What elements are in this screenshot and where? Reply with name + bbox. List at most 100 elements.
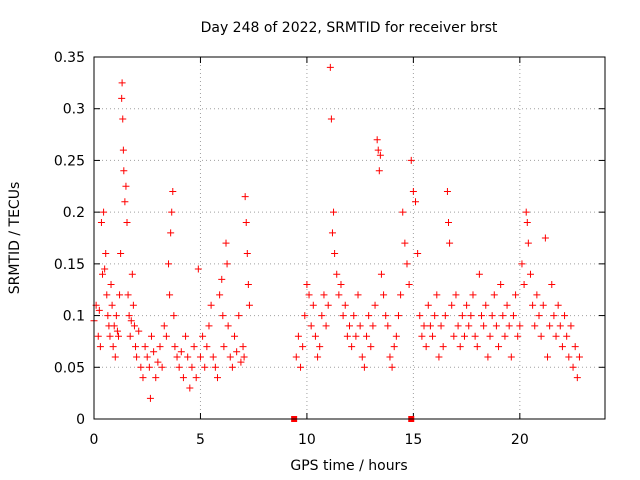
data-point bbox=[218, 275, 226, 283]
data-point bbox=[95, 306, 103, 314]
x-tick-label: 10 bbox=[298, 432, 316, 448]
data-point bbox=[166, 291, 174, 299]
data-point bbox=[192, 374, 200, 382]
data-point bbox=[471, 332, 479, 340]
y-tick-label: 0.3 bbox=[63, 102, 85, 118]
data-point bbox=[520, 281, 528, 289]
data-point bbox=[179, 374, 187, 382]
data-point bbox=[244, 281, 252, 289]
data-point bbox=[405, 281, 413, 289]
data-point bbox=[240, 353, 248, 361]
data-point bbox=[243, 250, 251, 258]
data-point bbox=[96, 343, 104, 351]
data-point bbox=[354, 291, 362, 299]
data-point bbox=[162, 332, 170, 340]
data-point bbox=[388, 363, 396, 371]
data-point bbox=[331, 250, 339, 258]
data-point bbox=[116, 291, 124, 299]
data-point bbox=[186, 384, 194, 392]
data-point bbox=[358, 353, 366, 361]
data-point bbox=[352, 332, 360, 340]
data-point bbox=[516, 322, 524, 330]
data-point bbox=[373, 136, 381, 144]
data-point bbox=[346, 322, 353, 330]
data-point bbox=[119, 146, 127, 154]
data-point bbox=[175, 363, 183, 371]
data-point bbox=[475, 270, 483, 278]
points-layer bbox=[90, 63, 583, 422]
data-point bbox=[390, 343, 398, 351]
data-point bbox=[360, 363, 368, 371]
data-point bbox=[365, 312, 373, 320]
data-point bbox=[113, 327, 121, 335]
data-point bbox=[222, 239, 230, 247]
data-point bbox=[435, 353, 443, 361]
data-point bbox=[130, 322, 138, 330]
data-point bbox=[141, 343, 149, 351]
x-tick-label: 20 bbox=[511, 432, 529, 448]
data-point bbox=[235, 312, 243, 320]
data-point bbox=[108, 301, 116, 309]
data-point bbox=[484, 353, 492, 361]
data-point bbox=[177, 348, 185, 356]
data-point bbox=[575, 353, 583, 361]
data-point bbox=[233, 348, 241, 356]
data-point bbox=[143, 353, 151, 361]
data-point bbox=[456, 343, 464, 351]
data-point bbox=[97, 218, 105, 226]
data-point bbox=[242, 218, 250, 226]
data-point bbox=[203, 343, 211, 351]
data-point bbox=[480, 322, 488, 330]
data-point bbox=[118, 79, 126, 87]
data-point bbox=[348, 343, 356, 351]
data-point bbox=[311, 332, 319, 340]
data-point bbox=[112, 312, 120, 320]
data-point bbox=[170, 312, 178, 320]
data-point bbox=[339, 312, 347, 320]
data-point bbox=[384, 322, 392, 330]
data-point bbox=[228, 363, 236, 371]
data-point bbox=[469, 291, 477, 299]
data-point bbox=[445, 218, 453, 226]
data-point bbox=[539, 301, 547, 309]
data-point bbox=[403, 260, 411, 268]
tick-layer: 0 0.05 0.1 0.15 0.2 0.25 0.3 0.35 0 5 10 15 20 bbox=[54, 50, 605, 448]
data-point bbox=[392, 332, 400, 340]
data-point bbox=[375, 167, 383, 175]
data-point bbox=[327, 115, 335, 123]
data-point bbox=[343, 332, 351, 340]
data-point bbox=[463, 301, 471, 309]
data-point bbox=[224, 322, 232, 330]
data-point bbox=[414, 250, 422, 258]
data-point bbox=[573, 374, 581, 382]
data-point bbox=[125, 312, 133, 320]
data-point bbox=[437, 322, 445, 330]
data-point bbox=[216, 291, 224, 299]
data-point bbox=[356, 322, 364, 330]
data-point bbox=[367, 343, 375, 351]
data-point bbox=[531, 322, 539, 330]
data-point bbox=[507, 353, 515, 361]
x-tick-label: 0 bbox=[90, 432, 99, 448]
data-point bbox=[201, 363, 209, 371]
data-point bbox=[100, 208, 108, 216]
data-point bbox=[299, 343, 307, 351]
data-point bbox=[422, 343, 430, 351]
data-point bbox=[110, 322, 118, 330]
data-point bbox=[374, 146, 382, 154]
data-point bbox=[523, 218, 531, 226]
data-point bbox=[190, 343, 198, 351]
data-point bbox=[165, 260, 173, 268]
data-point bbox=[426, 322, 434, 330]
data-point bbox=[122, 182, 130, 190]
data-point bbox=[139, 374, 147, 382]
data-point bbox=[123, 218, 131, 226]
data-point bbox=[546, 322, 554, 330]
data-point bbox=[184, 353, 192, 361]
data-point bbox=[226, 353, 234, 361]
data-point bbox=[350, 312, 358, 320]
data-point bbox=[497, 281, 505, 289]
y-axis-label: SRMTID / TECUs bbox=[7, 182, 23, 295]
data-point bbox=[129, 301, 137, 309]
